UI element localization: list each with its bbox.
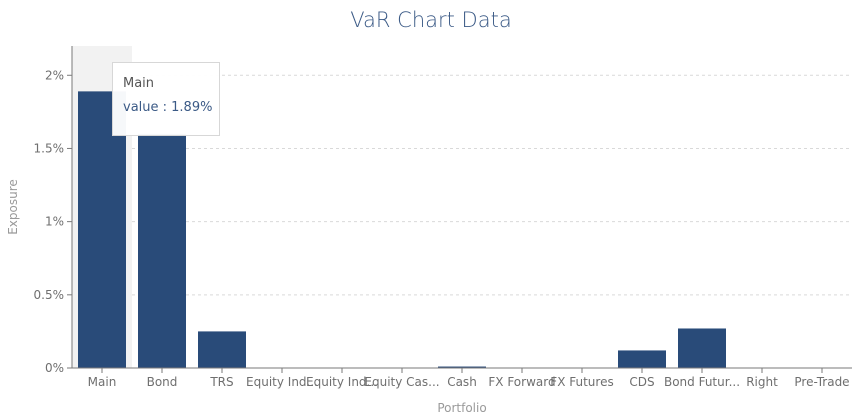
y-tick-label: 2%	[45, 68, 64, 82]
x-tick-label: Bond Futur...	[664, 375, 740, 389]
x-tick-label: Main	[88, 375, 117, 389]
chart-title: VaR Chart Data	[350, 8, 511, 32]
bar[interactable]	[438, 366, 486, 368]
x-tick-label: FX Futures	[550, 375, 613, 389]
bar[interactable]	[618, 350, 666, 368]
x-ticks-layer: Main Bond TRS Equity Ind...Equity Ind...Equ…	[88, 375, 850, 389]
tooltip-value: value : 1.89%	[123, 100, 213, 115]
bar[interactable]	[678, 328, 726, 368]
x-tick-label: Equity Ind...	[306, 375, 378, 389]
bar[interactable]	[198, 331, 246, 368]
x-tick-label: Equity Ind...	[246, 375, 318, 389]
axes-layer	[67, 46, 852, 373]
x-tick-label: FX Forward	[488, 375, 555, 389]
y-tick-label: 1.5%	[34, 141, 65, 155]
bar[interactable]	[138, 133, 186, 368]
x-tick-label: Pre-Trade	[794, 375, 849, 389]
x-tick-label: Bond	[147, 375, 178, 389]
chart-tooltip: Main value : 1.89%	[112, 62, 220, 136]
x-tick-label: Cash	[447, 375, 477, 389]
x-axis-label: Portfolio	[437, 401, 486, 415]
x-tick-label: Right	[746, 375, 778, 389]
y-tick-label: 1%	[45, 215, 64, 229]
y-axis-label: Exposure	[6, 179, 20, 235]
x-tick-label: TRS	[209, 375, 233, 389]
bar[interactable]	[78, 91, 126, 368]
tooltip-title: Main	[123, 76, 155, 91]
y-tick-label: 0.5%	[34, 288, 65, 302]
x-tick-label: CDS	[629, 375, 654, 389]
x-tick-label: Equity Cas...	[364, 375, 439, 389]
bars-layer[interactable]	[78, 91, 846, 368]
y-ticks-layer: 0% 0.5% 1% 1.5% 2%	[34, 68, 65, 375]
y-tick-label: 0%	[45, 361, 64, 375]
